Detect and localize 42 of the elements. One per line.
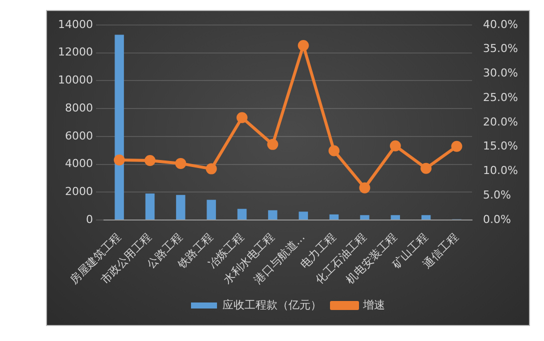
y2-tick-label: 40.0% [483,18,518,31]
y2-tick-label: 25.0% [483,90,518,104]
bar [329,214,339,220]
y2-tick-label: 20.0% [483,115,518,128]
legend-label: 增速 [362,298,385,312]
bar [298,212,308,220]
y-tick-label: 8000 [64,101,93,114]
point [328,145,340,156]
y2-tick-label: 10.0% [483,164,518,178]
point [359,182,370,194]
y-tick-label: 4000 [64,157,93,170]
point [390,140,401,152]
y-tick-label: 10000 [58,74,93,87]
bar [360,215,370,220]
y-tick-label: 12000 [58,46,93,59]
bar [206,200,216,220]
bar [268,210,278,220]
point [175,158,186,169]
point [236,112,248,124]
point [451,140,462,152]
y2-tick-label: 15.0% [483,140,518,153]
bar [176,194,186,220]
y-tick-label: 6000 [64,129,93,142]
y-tick-label: 14000 [58,18,93,31]
bar [114,34,124,220]
bar [421,215,431,220]
legend-label: 应收工程款（亿元） [222,298,322,312]
point [114,154,125,166]
point [206,163,217,174]
y2-tick-label: 0.0% [483,212,512,226]
point [298,40,309,51]
bar [390,215,400,220]
y-tick-label: 2000 [64,185,93,198]
y2-tick-label: 5.0% [483,188,512,202]
y-tick-label: 0 [86,212,93,226]
point [420,162,432,174]
bar [145,194,155,220]
y2-tick-label: 30.0% [483,66,518,80]
bar [237,208,247,220]
point [267,138,278,150]
point [144,155,156,166]
y2-tick-label: 35.0% [483,42,518,56]
